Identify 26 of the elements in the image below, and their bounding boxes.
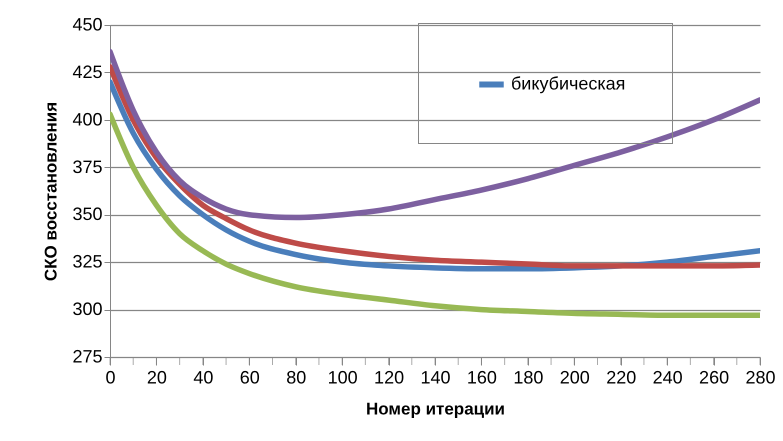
y-tick-label: 300 <box>72 299 102 320</box>
x-tick-label: 60 <box>240 368 260 388</box>
x-tick-label: 140 <box>420 368 451 388</box>
x-tick-label: 220 <box>606 368 636 388</box>
y-tick-label: 425 <box>72 62 102 82</box>
x-tick-label: 200 <box>560 368 590 388</box>
y-tick-label: 275 <box>72 346 102 366</box>
x-tick-label: 80 <box>286 368 306 388</box>
x-tick-label: 0 <box>105 368 116 388</box>
x-tick-label: 40 <box>193 368 214 388</box>
x-tick-label: 160 <box>466 368 497 388</box>
y-tick-label: 375 <box>72 156 102 177</box>
x-tick-label: 20 <box>146 368 167 388</box>
x-tick-label: 260 <box>699 368 730 388</box>
y-axis-title: СКО восстановления <box>41 102 60 282</box>
x-tick-label: 280 <box>745 368 776 388</box>
y-tick-label: 400 <box>72 109 102 130</box>
y-tick-label: 450 <box>72 14 102 34</box>
y-tick-label: 350 <box>72 204 102 224</box>
legend-label: бикубическая <box>511 74 626 94</box>
x-tick-label: 100 <box>328 368 358 388</box>
y-tick-label: 325 <box>72 252 102 272</box>
x-tick-label: 180 <box>513 368 544 388</box>
x-tick-label: 120 <box>374 368 404 388</box>
x-axis-title: Номер итерации <box>366 400 505 418</box>
x-tick-label: 240 <box>652 368 683 388</box>
